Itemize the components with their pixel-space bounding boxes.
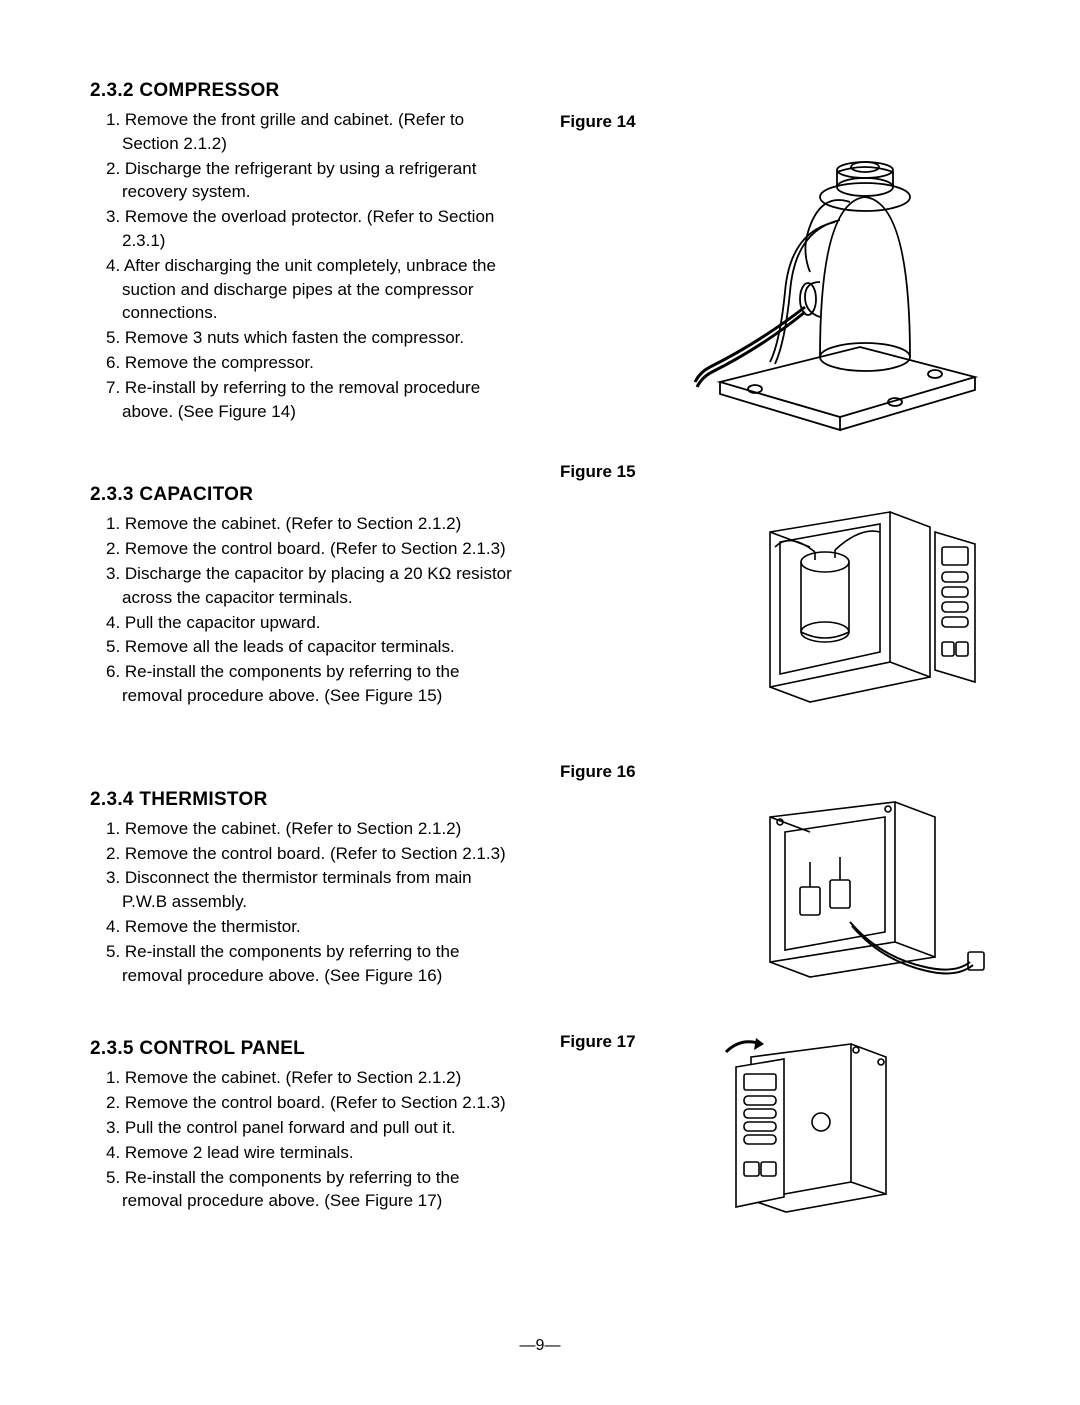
list-item: 4. Remove the thermistor. — [106, 915, 520, 939]
list-item: 1. Remove the front grille and cabinet. … — [106, 108, 520, 156]
right-column: Figure 14 — [560, 80, 990, 1254]
section-compressor: 2.3.2 COMPRESSOR 1. Remove the front gri… — [90, 80, 520, 424]
heading-compressor: 2.3.2 COMPRESSOR — [90, 80, 520, 102]
list-item: 4. Pull the capacitor upward. — [106, 611, 520, 635]
figure-16-block: Figure 16 — [560, 762, 990, 992]
capacitor-drawing-icon — [730, 492, 990, 712]
list-item: 5. Remove all the leads of capacitor ter… — [106, 635, 520, 659]
thermistor-drawing-icon — [730, 792, 990, 992]
list-control-panel: 1. Remove the cabinet. (Refer to Section… — [90, 1066, 520, 1213]
list-item: 3. Remove the overload protector. (Refer… — [106, 205, 520, 253]
list-item: 1. Remove the cabinet. (Refer to Section… — [106, 1066, 520, 1090]
list-item: 2. Discharge the refrigerant by using a … — [106, 157, 520, 205]
figure-17-block: Figure 17 — [560, 1032, 990, 1222]
list-item: 7. Re-install by referring to the remova… — [106, 376, 520, 424]
list-item: 3. Disconnect the thermistor terminals f… — [106, 866, 520, 914]
list-capacitor: 1. Remove the cabinet. (Refer to Section… — [90, 512, 520, 707]
compressor-drawing-icon — [690, 142, 990, 432]
list-item: 3. Discharge the capacitor by placing a … — [106, 562, 520, 610]
figure-14-label: Figure 14 — [560, 112, 990, 132]
section-capacitor: 2.3.3 CAPACITOR 1. Remove the cabinet. (… — [90, 484, 520, 708]
list-item: 4. Remove 2 lead wire terminals. — [106, 1141, 520, 1165]
list-item: 2. Remove the control board. (Refer to S… — [106, 1091, 520, 1115]
figure-16-label: Figure 16 — [560, 762, 990, 782]
list-item: 5. Re-install the components by referrin… — [106, 1166, 520, 1214]
page-number: —9— — [520, 1337, 561, 1355]
list-item: 6. Remove the compressor. — [106, 351, 520, 375]
list-item: 1. Remove the cabinet. (Refer to Section… — [106, 817, 520, 841]
list-item: 5. Re-install the components by referrin… — [106, 940, 520, 988]
list-compressor: 1. Remove the front grille and cabinet. … — [90, 108, 520, 423]
list-item: 4. After discharging the unit completely… — [106, 254, 520, 325]
list-item: 5. Remove 3 nuts which fasten the compre… — [106, 326, 520, 350]
figure-15-label: Figure 15 — [560, 462, 990, 482]
list-thermistor: 1. Remove the cabinet. (Refer to Section… — [90, 817, 520, 988]
heading-capacitor: 2.3.3 CAPACITOR — [90, 484, 520, 506]
list-item: 1. Remove the cabinet. (Refer to Section… — [106, 512, 520, 536]
list-item: 2. Remove the control board. (Refer to S… — [106, 537, 520, 561]
list-item: 2. Remove the control board. (Refer to S… — [106, 842, 520, 866]
left-column: 2.3.2 COMPRESSOR 1. Remove the front gri… — [90, 80, 520, 1254]
section-control-panel: 2.3.5 CONTROL PANEL 1. Remove the cabine… — [90, 1038, 520, 1214]
section-thermistor: 2.3.4 THERMISTOR 1. Remove the cabinet. … — [90, 789, 520, 989]
heading-thermistor: 2.3.4 THERMISTOR — [90, 789, 520, 811]
list-item: 3. Pull the control panel forward and pu… — [106, 1116, 520, 1140]
heading-control-panel: 2.3.5 CONTROL PANEL — [90, 1038, 520, 1060]
figure-14-block: Figure 14 — [560, 112, 990, 432]
figure-15-block: Figure 15 — [560, 462, 990, 712]
control-panel-drawing-icon — [696, 1032, 906, 1222]
page-content: 2.3.2 COMPRESSOR 1. Remove the front gri… — [90, 80, 990, 1254]
list-item: 6. Re-install the components by referrin… — [106, 660, 520, 708]
figure-17-label: Figure 17 — [560, 1032, 636, 1052]
